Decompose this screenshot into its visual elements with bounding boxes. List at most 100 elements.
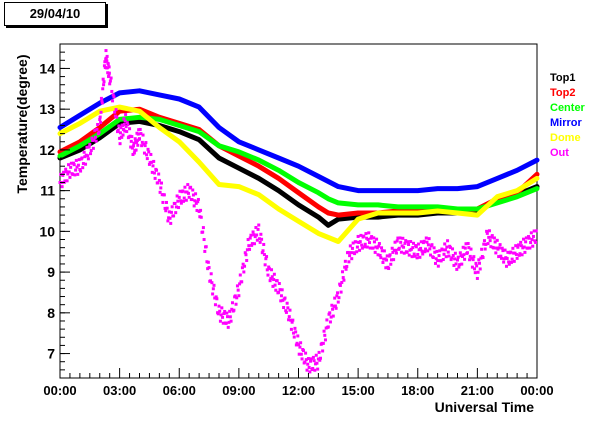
out-point	[368, 246, 372, 250]
out-point	[304, 358, 308, 362]
y-axis-label: Temperature(degree)	[14, 54, 30, 193]
out-point	[272, 272, 276, 276]
out-point	[294, 343, 298, 347]
out-point	[248, 247, 252, 251]
out-point	[203, 249, 207, 253]
out-point	[214, 295, 218, 299]
out-point	[274, 288, 278, 292]
out-point	[160, 181, 164, 185]
out-point	[333, 304, 337, 308]
out-point	[131, 152, 135, 156]
out-point	[390, 246, 394, 250]
out-point	[409, 247, 413, 251]
out-point	[364, 232, 368, 236]
out-point	[316, 367, 320, 371]
out-point	[76, 163, 80, 167]
out-point	[419, 246, 423, 250]
out-point	[317, 350, 321, 354]
out-point	[279, 299, 283, 303]
out-point	[264, 257, 268, 261]
out-point	[392, 258, 396, 262]
out-point	[135, 140, 139, 144]
out-point	[250, 243, 254, 247]
out-point	[321, 341, 325, 345]
out-point	[506, 250, 510, 254]
y-tick-label: 14	[39, 60, 55, 76]
out-point	[97, 130, 101, 134]
out-point	[319, 356, 323, 360]
out-point	[444, 255, 448, 259]
out-point	[524, 236, 528, 240]
out-point	[434, 257, 438, 261]
out-point	[283, 296, 287, 300]
out-point	[141, 133, 145, 137]
out-point	[130, 146, 134, 150]
out-point	[79, 169, 83, 173]
out-point	[499, 254, 503, 258]
y-tick-label: 11	[40, 183, 55, 199]
out-point	[105, 66, 109, 70]
out-point	[380, 246, 384, 250]
out-point	[418, 255, 422, 259]
out-point	[172, 214, 176, 218]
out-point	[123, 119, 127, 123]
out-point	[255, 233, 259, 237]
out-point	[419, 240, 423, 244]
out-point	[375, 237, 379, 241]
series-line-center	[57, 114, 540, 212]
out-point	[468, 258, 472, 262]
out-point	[128, 127, 132, 131]
out-point	[393, 240, 397, 244]
out-point	[242, 270, 246, 274]
out-point	[527, 236, 531, 240]
out-point	[129, 145, 133, 149]
out-point	[292, 335, 296, 339]
out-point	[365, 245, 369, 249]
out-point	[164, 200, 168, 204]
out-point	[529, 231, 533, 235]
out-point	[438, 249, 442, 253]
out-point	[314, 353, 318, 357]
out-point	[245, 258, 249, 262]
out-point	[238, 282, 242, 286]
x-tick-label: 06:00	[163, 383, 196, 398]
out-point	[401, 236, 405, 240]
x-tick-label: 00:00	[43, 383, 76, 398]
out-point	[110, 89, 114, 93]
out-point	[138, 127, 142, 131]
out-point	[526, 235, 530, 239]
out-point	[339, 290, 343, 294]
out-point	[518, 252, 522, 256]
series-line-top2	[57, 106, 540, 218]
out-point	[152, 171, 156, 175]
out-point	[237, 294, 241, 298]
x-tick-label: 00:00	[520, 383, 553, 398]
x-tick-label: 03:00	[103, 383, 136, 398]
out-point	[376, 253, 380, 257]
out-point	[128, 134, 132, 138]
out-point	[516, 245, 520, 249]
out-point	[343, 259, 347, 263]
out-point	[64, 170, 68, 174]
out-point	[78, 168, 82, 172]
out-point	[309, 357, 313, 361]
out-point	[165, 206, 169, 210]
out-point	[228, 309, 232, 313]
out-point	[277, 282, 281, 286]
out-point	[426, 243, 430, 247]
out-point	[99, 120, 103, 124]
out-point	[159, 186, 163, 190]
out-point	[178, 189, 182, 193]
out-point	[372, 240, 376, 244]
out-point	[191, 188, 195, 192]
out-point	[256, 227, 260, 231]
x-tick-label: 18:00	[401, 383, 434, 398]
out-point	[405, 250, 409, 254]
out-point	[62, 170, 66, 174]
out-point	[125, 121, 129, 125]
out-point	[104, 49, 108, 53]
out-point	[284, 310, 288, 314]
out-point	[229, 319, 233, 323]
out-point	[124, 125, 128, 129]
out-point	[379, 256, 383, 260]
